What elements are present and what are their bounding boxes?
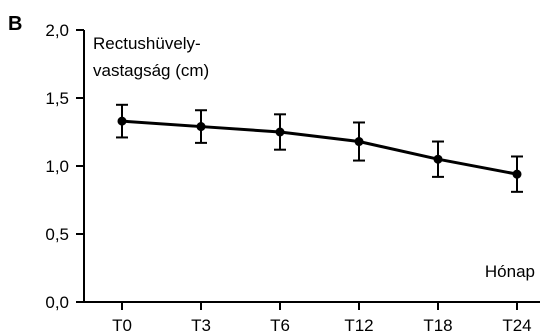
x-tick-label: T12 [344, 316, 373, 333]
y-tick-label: 0,0 [45, 293, 69, 312]
series-line [120, 119, 519, 176]
x-tick-label: T3 [191, 316, 211, 333]
y-axis-label-line-1: Rectushüvely- [93, 34, 201, 53]
x-axis-label: Hónap [485, 262, 535, 281]
y-axis-label-line-2: vastagság (cm) [93, 61, 209, 80]
y-tick-label: 2,0 [45, 21, 69, 40]
data-point [196, 122, 206, 132]
data-point [354, 137, 364, 147]
panel-label: B [8, 13, 22, 35]
y-tick-label: 1,5 [45, 89, 69, 108]
data-point [117, 116, 127, 126]
y-tick-label: 1,0 [45, 157, 69, 176]
x-tick-label: T0 [112, 316, 132, 333]
data-point [275, 127, 285, 137]
data-point [512, 169, 522, 179]
series-layer [116, 103, 523, 193]
data-point [433, 154, 443, 164]
x-tick-label: T18 [423, 316, 452, 333]
y-tick-label: 0,5 [45, 225, 69, 244]
x-tick-label: T6 [270, 316, 290, 333]
x-axis-ticks: T0 T3 T6 T12 T18 T24 [112, 302, 532, 333]
x-tick-label: T24 [502, 316, 531, 333]
y-axis-ticks: 0,0 0,5 1,0 1,5 2,0 [45, 21, 84, 312]
